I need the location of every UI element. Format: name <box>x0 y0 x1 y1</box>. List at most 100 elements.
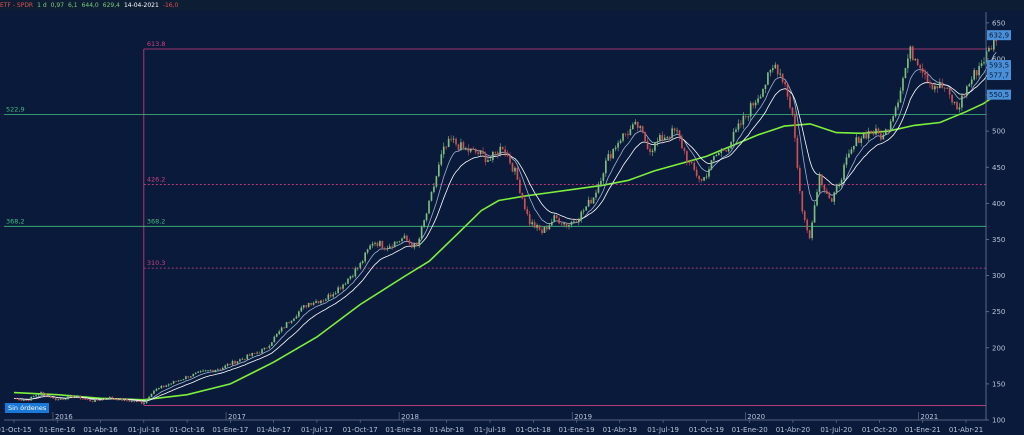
candle-body <box>325 299 327 301</box>
candle-body <box>180 380 182 381</box>
candle-body <box>560 223 563 225</box>
candle-body <box>266 347 268 349</box>
quote-field: 629,4 <box>102 2 120 9</box>
x-tick-label: 01-Abr-16 <box>83 426 118 434</box>
orders-badge[interactable]: Sin órdenes <box>5 403 50 413</box>
candle-body <box>683 148 686 152</box>
candle-body <box>54 397 57 401</box>
y-tick-label: 500 <box>992 128 1005 136</box>
candle-body <box>649 148 651 153</box>
candle-body <box>612 149 615 159</box>
candle-body <box>121 398 123 401</box>
candle-body <box>902 78 904 91</box>
candle-body <box>511 163 514 172</box>
price-tag-label: 550,5 <box>989 91 1009 99</box>
candle-body <box>509 155 511 164</box>
candle-body <box>988 48 990 52</box>
candle-body <box>253 353 256 354</box>
candle-body <box>577 219 580 222</box>
candle-body <box>717 152 720 156</box>
candle-body <box>921 68 924 73</box>
quote-field: 0,97 <box>50 2 65 9</box>
candle-body <box>342 284 344 289</box>
candle-body <box>423 220 425 227</box>
candle-body <box>980 63 983 67</box>
y-tick-label: 200 <box>992 344 1005 352</box>
y-tick-label: 650 <box>992 19 1005 27</box>
candle-body <box>870 130 872 133</box>
candle-body <box>472 148 475 150</box>
candle-body <box>963 95 966 97</box>
candle-body <box>938 82 941 89</box>
short-ma-line <box>14 52 997 403</box>
x-tick-label: 01-Jul-17 <box>301 426 333 434</box>
candle-body <box>894 107 897 117</box>
candle-body <box>302 305 305 308</box>
candle-body <box>860 138 863 143</box>
candle-body <box>111 396 114 399</box>
candle-body <box>116 398 118 401</box>
year-label: 2017 <box>228 413 246 421</box>
candle-body <box>970 79 973 85</box>
candle-body <box>30 396 33 401</box>
candle-body <box>978 66 980 76</box>
candle-body <box>808 230 811 239</box>
candle-body <box>663 137 666 141</box>
candle-body <box>494 151 497 153</box>
candle-body <box>413 243 416 248</box>
candle-body <box>892 116 894 122</box>
candle-body <box>452 138 455 140</box>
candle-body <box>506 153 509 156</box>
candle-body <box>45 393 47 397</box>
level-label: 426.2 <box>147 175 166 183</box>
candle-body <box>329 294 332 297</box>
sma-line <box>13 94 997 401</box>
candle-body <box>192 373 195 377</box>
candle-body <box>113 398 116 400</box>
candle-body <box>224 365 227 368</box>
level-label: 613.8 <box>147 40 166 48</box>
candle-body <box>81 398 84 400</box>
quote-field: -16,0 <box>162 2 179 9</box>
candle-body <box>965 86 968 97</box>
x-tick-label: 01-Oct-17 <box>343 426 378 434</box>
candle-body <box>35 395 37 397</box>
candle-body <box>570 221 573 225</box>
candle-body <box>749 103 752 117</box>
price-tag-label: 577,7 <box>989 72 1009 80</box>
candle-body <box>744 115 747 117</box>
candle-body <box>312 302 315 305</box>
candle-body <box>67 396 69 400</box>
candle-body <box>740 123 742 125</box>
candle-body <box>383 248 386 250</box>
candle-body <box>462 142 465 149</box>
candle-body <box>533 222 536 228</box>
mid-ma-line <box>14 63 997 402</box>
candle-body <box>710 160 713 170</box>
candle-body <box>479 150 482 155</box>
candle-body <box>450 138 452 140</box>
candle-body <box>985 51 988 63</box>
candle-body <box>646 140 649 149</box>
candle-body <box>877 128 880 134</box>
candle-body <box>568 224 570 227</box>
candle-body <box>676 130 678 132</box>
candle-body <box>465 148 467 149</box>
candle-body <box>315 301 317 303</box>
candle-body <box>845 157 848 165</box>
candle-body <box>489 159 492 161</box>
candle-body <box>597 184 600 193</box>
level-label: 310.3 <box>147 259 166 267</box>
candle-body <box>386 248 389 250</box>
candle-body <box>440 154 443 165</box>
candle-body <box>899 90 902 103</box>
level-label: 368,2 <box>6 217 25 225</box>
candle-body <box>42 392 45 394</box>
candle-body <box>911 46 914 61</box>
candle-body <box>816 192 818 206</box>
candle-body <box>477 152 479 155</box>
candle-body <box>74 396 77 398</box>
candle-body <box>290 320 293 323</box>
candle-body <box>722 150 725 151</box>
